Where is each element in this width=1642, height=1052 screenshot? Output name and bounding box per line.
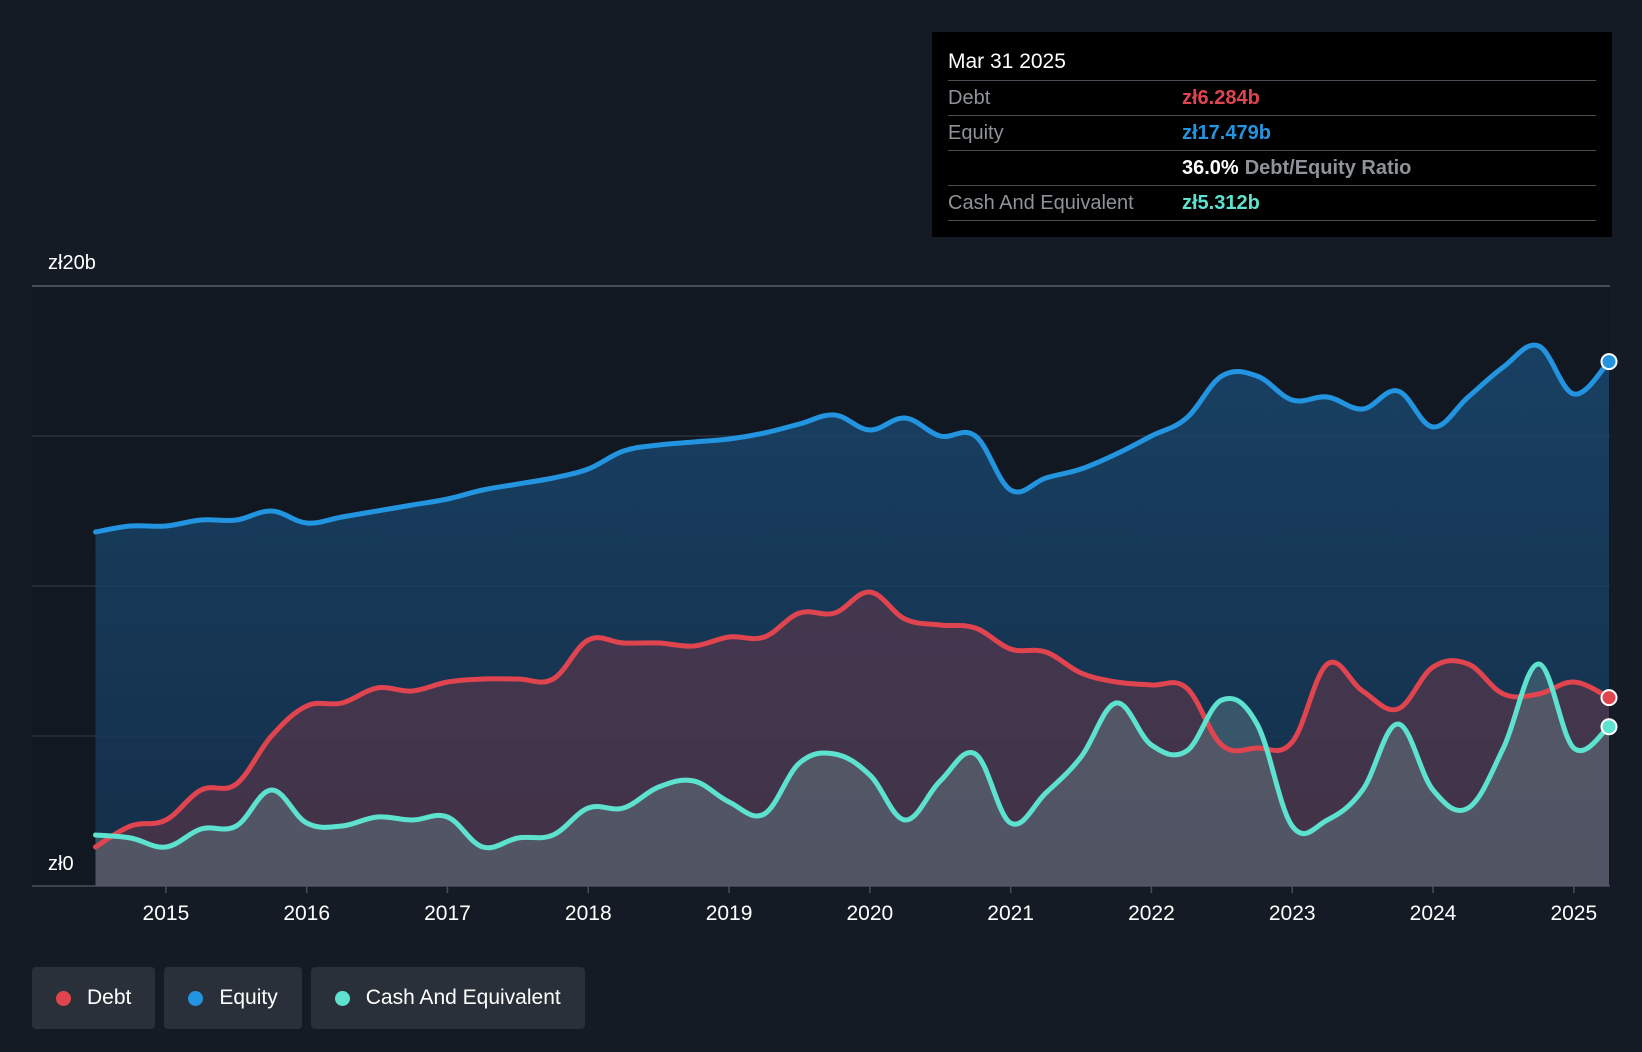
legend-cash-label: Cash And Equivalent (365, 986, 561, 1009)
debt-line (93, 589, 1612, 850)
tooltip-ratio-label: Debt/Equity Ratio (1244, 156, 1412, 179)
tooltip-cash-label: Cash And Equivalent (948, 191, 1134, 214)
tooltip-debt-row: Debt zł6.284b (948, 81, 1596, 116)
x-tick-label: 2018 (565, 902, 612, 925)
tooltip-cash-value: zł5.312b (1182, 191, 1260, 214)
tooltip-debt-value: zł6.284b (1182, 86, 1260, 109)
x-tick-label: 2016 (283, 902, 330, 925)
tooltip-ratio-row: 36.0% Debt/Equity Ratio (948, 151, 1596, 186)
tooltip-equity-value: zł17.479b (1182, 121, 1271, 144)
x-tick-label: 2021 (987, 902, 1034, 925)
legend: Debt Equity Cash And Equivalent (32, 967, 585, 1029)
x-tick-label: 2019 (706, 902, 753, 925)
debt-area (95, 591, 1609, 886)
legend-item-cash[interactable]: Cash And Equivalent (310, 967, 585, 1029)
cash-area (95, 664, 1609, 886)
x-tick-label: 2022 (1128, 902, 1175, 925)
equity-line (93, 342, 1612, 535)
x-axis-ticks: 2015 2016 2017 2018 2019 2020 2021 2022 2023 2024… (143, 886, 1597, 925)
x-tick-label: 2023 (1269, 902, 1316, 925)
legend-cash-dot (334, 990, 350, 1006)
legend-equity-label: Equity (219, 986, 278, 1009)
series-endpoints (1600, 353, 1618, 736)
debt-endpoint (1600, 689, 1618, 707)
y-axis-top-label: zł20b (48, 252, 96, 274)
tooltip-cash-row: Cash And Equivalent zł5.312b (948, 186, 1596, 221)
legend-item-debt[interactable]: Debt (32, 967, 156, 1029)
tooltip-equity-label: Equity (948, 121, 1004, 144)
tooltip-equity-row: Equity zł17.479b (948, 116, 1596, 151)
legend-item-equity[interactable]: Equity (164, 967, 302, 1029)
tooltip-debt-label: Debt (948, 86, 991, 109)
x-tick-label: 2020 (846, 902, 893, 925)
cash-endpoint (1600, 718, 1618, 736)
equity-endpoint (1600, 353, 1618, 371)
tooltip-date: Mar 31 2025 (948, 44, 1596, 81)
series-lines (93, 342, 1612, 851)
x-tick-label: 2025 (1550, 902, 1597, 925)
tooltip-ratio-value: 36.0% (1182, 156, 1239, 179)
tooltip: Mar 31 2025 Debt zł6.284b Equity zł17.47… (932, 32, 1612, 237)
legend-equity-dot (188, 990, 204, 1006)
legend-debt-label: Debt (87, 986, 132, 1009)
x-tick-label: 2015 (143, 902, 190, 925)
x-tick-label: 2017 (424, 902, 471, 925)
x-tick-label: 2024 (1410, 902, 1457, 925)
y-axis-bottom-label: zł0 (48, 853, 74, 875)
cash-line (93, 661, 1612, 851)
legend-debt-dot (56, 990, 71, 1006)
